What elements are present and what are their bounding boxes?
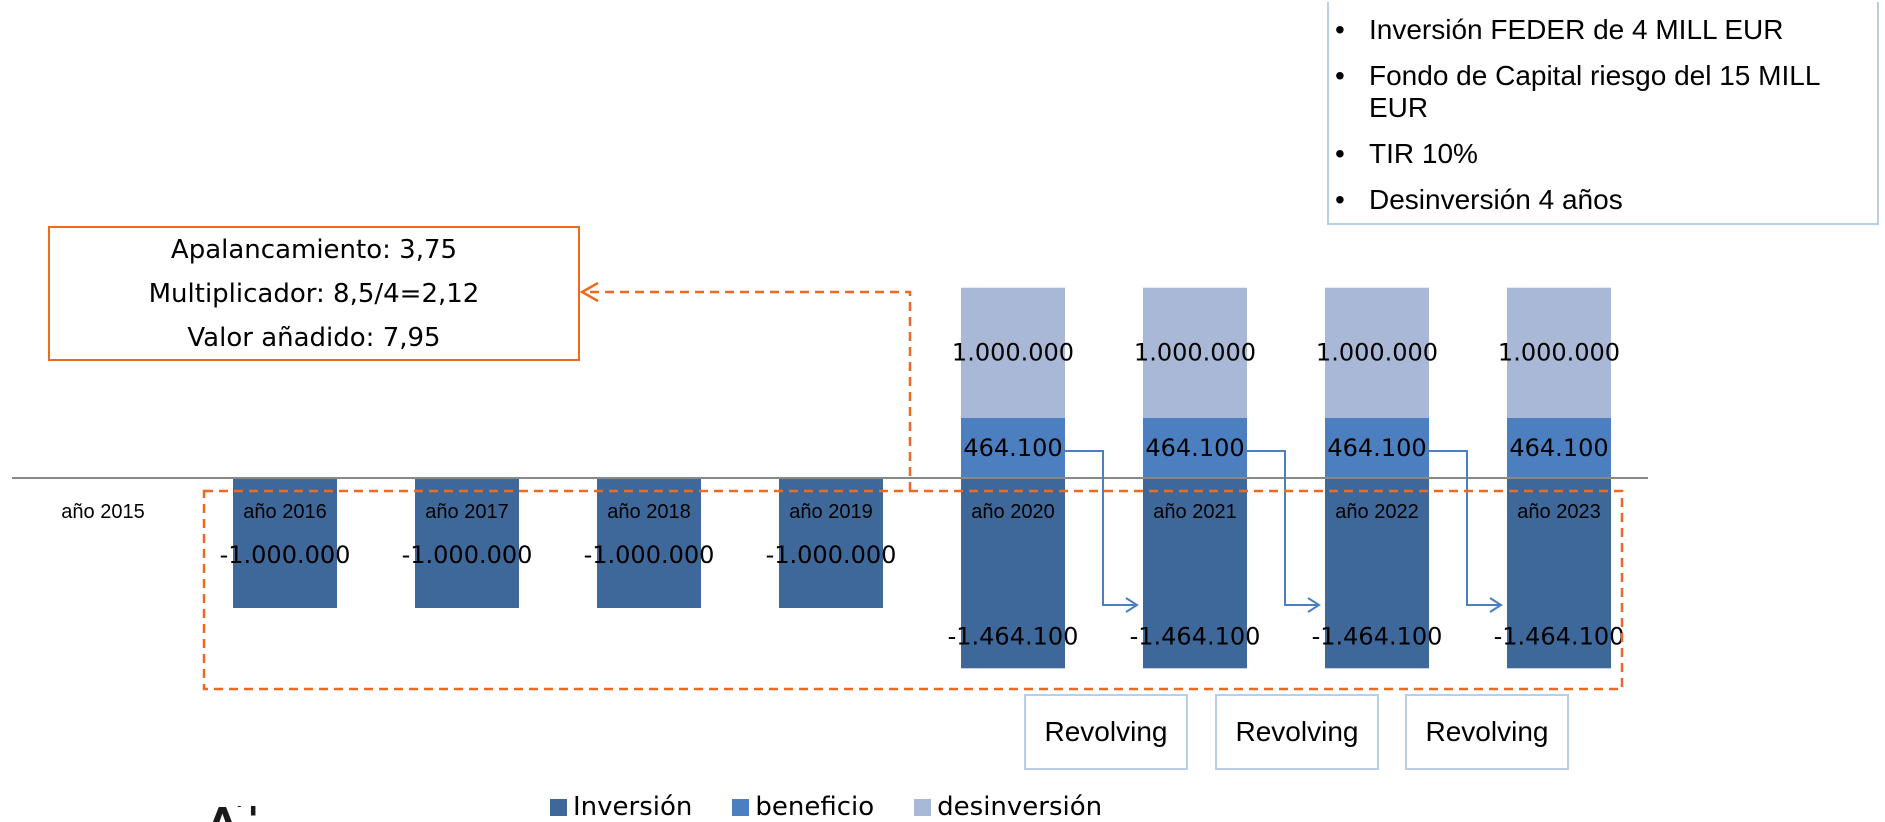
bar-desinversin-7 bbox=[1325, 287, 1429, 418]
revolving-box: Revolving bbox=[1024, 694, 1188, 770]
bar-beneficio-6 bbox=[1143, 417, 1247, 478]
data-label: 464.100 bbox=[963, 434, 1062, 462]
bar-inversin-6 bbox=[1143, 478, 1247, 669]
revolving-arrow bbox=[1063, 450, 1137, 606]
category-label: año 2019 bbox=[789, 501, 872, 523]
data-label: -1.464.100 bbox=[1312, 622, 1443, 650]
category-label: año 2023 bbox=[1517, 501, 1600, 523]
kpi-apalancamiento: Apalancamiento: 3,75 bbox=[170, 235, 458, 265]
bar-inversin-5 bbox=[961, 478, 1065, 669]
bar-inversin-3 bbox=[597, 478, 701, 608]
arrowhead-icon bbox=[1125, 597, 1139, 613]
legend-item-desinversion: desinversión bbox=[914, 792, 1102, 822]
kpi-multiplicador: Multiplicador: 8,5/4=2,12 bbox=[148, 279, 480, 309]
legend-swatch-beneficio bbox=[732, 798, 750, 816]
data-label: -1.464.100 bbox=[1494, 622, 1625, 650]
category-label: año 2020 bbox=[971, 501, 1054, 523]
bar-beneficio-5 bbox=[961, 417, 1065, 478]
bars-layer bbox=[233, 287, 1611, 669]
dashed-region bbox=[202, 489, 1624, 691]
bar-inversin-7 bbox=[1325, 478, 1429, 669]
bullet-icon: • bbox=[1335, 14, 1345, 45]
legend-swatch-desinversion bbox=[914, 798, 932, 816]
info-item: • TIR 10% bbox=[1335, 138, 1478, 169]
category-label: año 2015 bbox=[61, 501, 144, 523]
data-label: -1.000.000 bbox=[220, 541, 351, 569]
info-item: • Desinversión 4 años bbox=[1335, 184, 1623, 215]
bullet-icon: • bbox=[1335, 138, 1345, 169]
dashed-connector bbox=[582, 290, 912, 491]
category-label: año 2017 bbox=[425, 501, 508, 523]
kpi-box: Apalancamiento: 3,75 Multiplicador: 8,5/… bbox=[48, 226, 580, 361]
legend-label: beneficio bbox=[755, 792, 875, 822]
arrowhead-icon bbox=[579, 281, 599, 303]
legend-label: desinversión bbox=[937, 792, 1103, 822]
data-label: -1.000.000 bbox=[584, 541, 715, 569]
data-label: 464.100 bbox=[1509, 434, 1608, 462]
kpi-valor-anadido: Valor añadido: 7,95 bbox=[187, 323, 441, 353]
bar-beneficio-8 bbox=[1507, 417, 1611, 478]
data-label: 1.000.000 bbox=[1134, 339, 1256, 367]
arrowhead-icon bbox=[1489, 597, 1503, 613]
bar-inversin-1 bbox=[233, 478, 337, 608]
legend-label: Inversión bbox=[573, 792, 693, 822]
legend-item-inversion: Inversión bbox=[550, 792, 692, 822]
data-label: 1.000.000 bbox=[1498, 339, 1620, 367]
arrowhead-icon bbox=[1307, 597, 1321, 613]
revolving-box: Revolving bbox=[1405, 694, 1569, 770]
legend-item-beneficio: beneficio bbox=[732, 792, 874, 822]
data-label: 1.000.000 bbox=[952, 339, 1074, 367]
data-label: -1.464.100 bbox=[1130, 622, 1261, 650]
data-label: -1.000.000 bbox=[766, 541, 897, 569]
category-label: año 2021 bbox=[1153, 501, 1236, 523]
legend: Inversión beneficio desinversión bbox=[550, 792, 1142, 822]
labels-layer: año 2015 año 2016 año 2017 año 2018 año 2019… bbox=[61, 339, 1624, 651]
data-label: 464.100 bbox=[1145, 434, 1244, 462]
bar-inversin-2 bbox=[415, 478, 519, 608]
bullet-icon: • bbox=[1335, 60, 1345, 91]
bar-inversin-4 bbox=[779, 478, 883, 608]
overlay-layer bbox=[202, 281, 1624, 691]
legend-swatch-inversion bbox=[550, 798, 567, 816]
bar-desinversin-6 bbox=[1143, 287, 1247, 418]
bar-beneficio-7 bbox=[1325, 417, 1429, 478]
data-label: 1.000.000 bbox=[1316, 339, 1438, 367]
bar-inversin-8 bbox=[1507, 478, 1611, 669]
info-item: • Fondo de Capital riesgo del 15 MILL EUR bbox=[1335, 60, 1820, 123]
partial-logo: ᴧ′ᴵ bbox=[210, 806, 260, 822]
bar-desinversin-5 bbox=[961, 287, 1065, 418]
bullet-icon: • bbox=[1335, 184, 1345, 215]
revolving-arrow bbox=[1245, 450, 1319, 606]
category-label: año 2022 bbox=[1335, 501, 1418, 523]
data-label: -1.464.100 bbox=[948, 622, 1079, 650]
bar-desinversin-8 bbox=[1507, 287, 1611, 418]
revolving-box: Revolving bbox=[1215, 694, 1379, 770]
category-label: año 2018 bbox=[607, 501, 690, 523]
revolving-arrow bbox=[1427, 450, 1501, 606]
category-label: año 2016 bbox=[243, 501, 326, 523]
info-box: • Inversión FEDER de 4 MILL EUR • Fondo de… bbox=[1327, 2, 1879, 225]
info-item: • Inversión FEDER de 4 MILL EUR bbox=[1335, 14, 1784, 45]
data-label: -1.000.000 bbox=[402, 541, 533, 569]
data-label: 464.100 bbox=[1327, 434, 1426, 462]
